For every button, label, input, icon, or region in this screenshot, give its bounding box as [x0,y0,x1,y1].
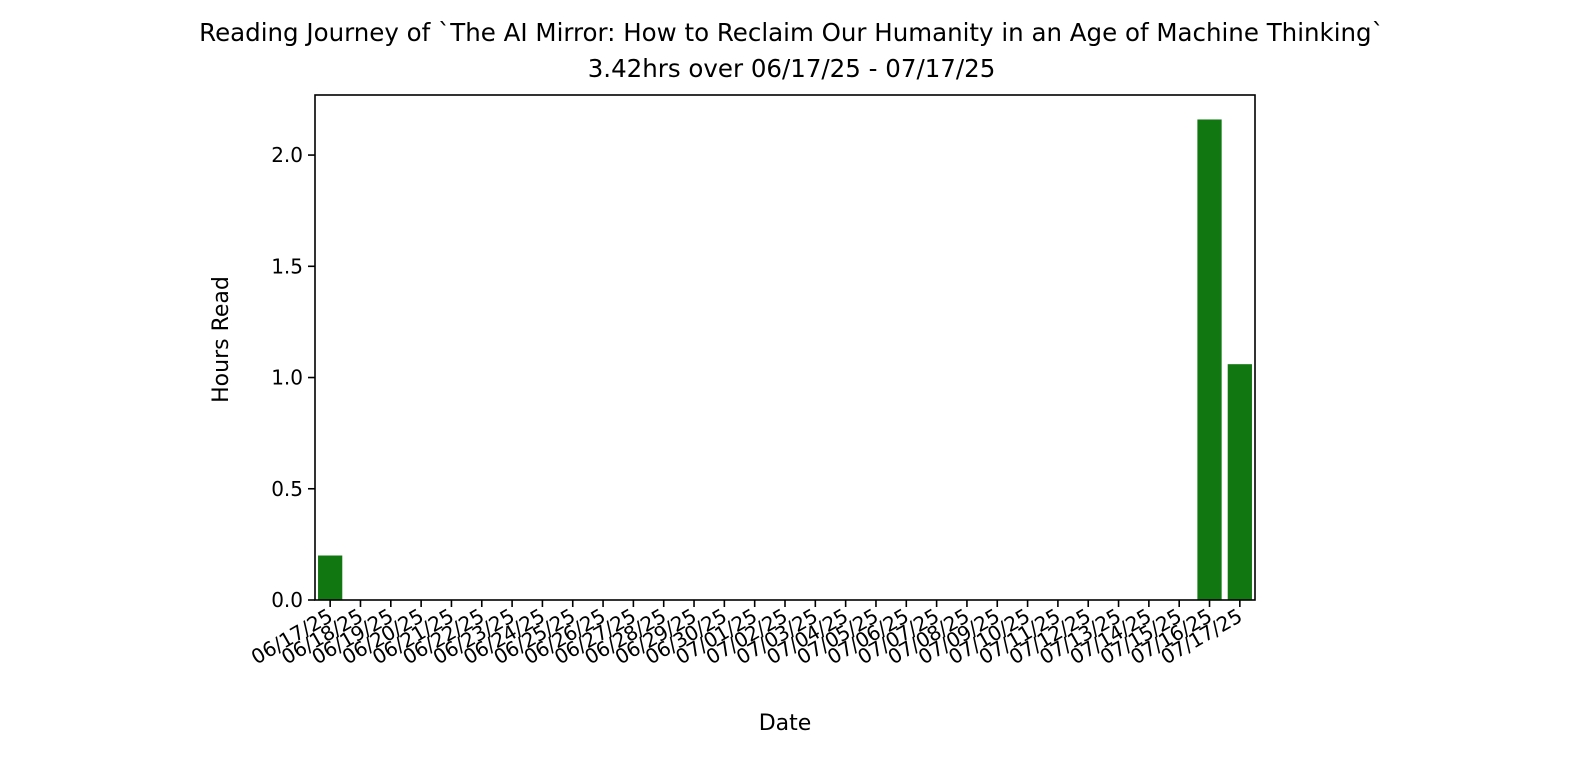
y-tick-label: 1.5 [271,254,303,278]
bars-layer [318,119,1252,600]
y-tick-label: 2.0 [271,143,303,167]
x-axis: 06/17/2506/18/2506/19/2506/20/2506/21/25… [247,600,1246,669]
bar-07/17/25 [1227,364,1252,600]
y-axis: 0.0 0.5 1.0 1.5 2.0 [271,143,315,612]
plot-frame [314,94,1256,601]
y-axis-label: Hours Read [209,276,234,403]
chart-title: Reading Journey of `The AI Mirror: How t… [199,18,1384,47]
bar-06/17/25 [318,555,343,600]
bar-07/16/25 [1197,119,1222,600]
y-tick-label: 0.5 [271,477,303,501]
y-tick-label: 0.0 [271,588,303,612]
x-axis-label: Date [759,711,812,736]
y-tick-label: 1.0 [271,366,303,390]
chart-subtitle: 3.42hrs over 06/17/25 - 07/17/25 [587,54,996,83]
